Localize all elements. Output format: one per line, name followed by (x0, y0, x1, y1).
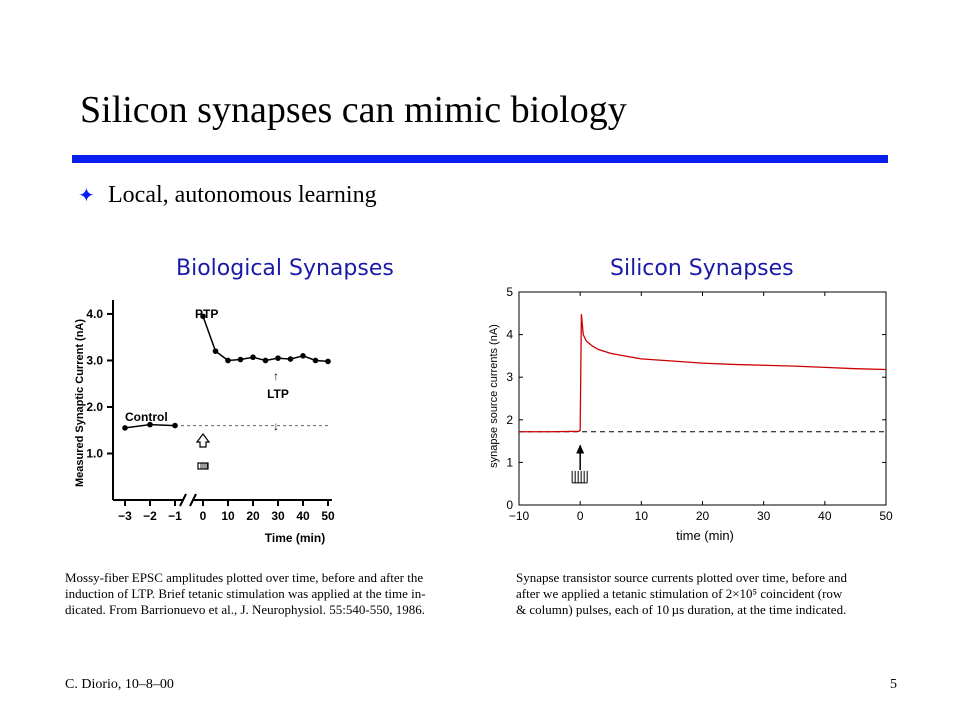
bio-chart: Measured Synaptic Current (nA) Time (min… (74, 300, 335, 545)
bio-x-tick-label: −2 (143, 509, 157, 523)
bio-data-point (325, 358, 331, 365)
silicon-x-tick-label: −10 (509, 509, 530, 523)
bio-annotation-control: Control (125, 410, 168, 424)
silicon-x-tick-label: 40 (818, 509, 832, 523)
footer-page-number: 5 (890, 677, 897, 692)
slide-title: Silicon synapses can mimic biology (80, 89, 627, 131)
silicon-caption-line: after we applied a tetanic stimulation o… (516, 586, 843, 601)
bio-ltp-down-arrow: ↓ (273, 419, 279, 433)
silicon-y-label: synapse source currents (nA) (488, 324, 500, 468)
bio-y-label: Measured Synaptic Current (nA) (74, 319, 86, 487)
bullet-row: ✦ Local, autonomous learning (78, 182, 377, 209)
silicon-y-tick-label: 5 (506, 285, 513, 299)
bio-data-point (262, 357, 269, 364)
silicon-caption: Synapse transistor source currents plott… (516, 570, 847, 618)
silicon-y-tick-label: 4 (506, 328, 513, 342)
bio-data-point (122, 425, 128, 431)
silicon-x-tick-label: 0 (577, 509, 584, 523)
silicon-y-tick-label: 3 (506, 370, 513, 384)
pulse-train-icon (571, 470, 588, 484)
bio-caption: Mossy-fiber EPSC amplitudes plotted over… (65, 570, 426, 618)
bio-axis-break (179, 493, 187, 507)
four-pointed-star-icon: ✦ (78, 185, 95, 207)
bio-caption-line: Mossy-fiber EPSC amplitudes plotted over… (65, 570, 424, 585)
silicon-caption-line: Synapse transistor source currents plott… (516, 570, 848, 585)
footer-author: C. Diorio, 10–8–00 (65, 677, 174, 692)
stimulus-arrow-icon (195, 433, 211, 448)
bio-axis-break (189, 493, 197, 507)
silicon-y-tick-label: 1 (506, 455, 513, 469)
silicon-y-tick-label: 0 (506, 498, 513, 512)
silicon-y-tick-label: 2 (506, 413, 513, 427)
silicon-series-line (519, 314, 887, 433)
bio-data-point (200, 313, 206, 320)
bio-x-tick-label: −3 (118, 509, 132, 523)
silicon-x-tick-label: 10 (635, 509, 649, 523)
bio-annotation-ptp: PTP (195, 307, 218, 321)
bullet-text: Local, autonomous learning (108, 182, 377, 208)
bio-data-point (250, 354, 256, 361)
silicon-plot-frame (518, 291, 887, 506)
bio-caption-line: dicated. From Barrionuevo et al., J. Neu… (65, 602, 425, 617)
silicon-x-tick-label: 20 (696, 509, 710, 523)
bio-x-tick-label: 50 (321, 509, 335, 523)
bio-x-tick-label: 20 (246, 509, 260, 523)
silicon-x-tick-label: 50 (879, 509, 893, 523)
bio-data-point (237, 356, 244, 363)
bio-data-point (275, 355, 281, 361)
bio-y-tick-label: 1.0 (86, 446, 103, 460)
bio-chart-title: Biological Synapses (176, 256, 394, 281)
bio-caption-line: induction of LTP. Brief tetanic stimulat… (65, 586, 426, 601)
bio-x-tick-label: −1 (168, 509, 182, 523)
bio-data-point (147, 421, 153, 428)
bio-data-point (312, 357, 319, 364)
bio-data-point (287, 356, 294, 362)
bio-data-point (172, 422, 178, 429)
silicon-chart-title: Silicon Synapses (610, 256, 794, 281)
bio-x-label: Time (min) (265, 531, 325, 545)
silicon-x-tick-label: 30 (757, 509, 771, 523)
bio-x-tick-label: 30 (271, 509, 285, 523)
bio-y-tick-label: 2.0 (86, 400, 103, 414)
silicon-caption-line: & column) pulses, each of 10 µs duration… (516, 602, 847, 617)
title-rule (72, 155, 888, 163)
silicon-chart: synapse source currents (nA) time (min) … (488, 285, 893, 543)
bio-x-tick-label: 0 (200, 509, 207, 523)
bio-data-point (212, 348, 219, 354)
bio-series-line (202, 316, 329, 363)
bio-ltp-up-arrow: ↑ (273, 369, 279, 383)
bio-x-tick-label: 10 (221, 509, 235, 523)
silicon-x-label: time (min) (676, 528, 734, 543)
bio-annotation-ltp: LTP (267, 387, 289, 401)
bio-y-tick-label: 4.0 (86, 307, 103, 321)
bio-data-point (225, 357, 231, 364)
bio-data-point (300, 353, 306, 359)
stimulus-arrow-icon (576, 444, 585, 454)
bio-x-tick-label: 40 (296, 509, 310, 523)
bio-y-tick-label: 3.0 (86, 353, 103, 367)
